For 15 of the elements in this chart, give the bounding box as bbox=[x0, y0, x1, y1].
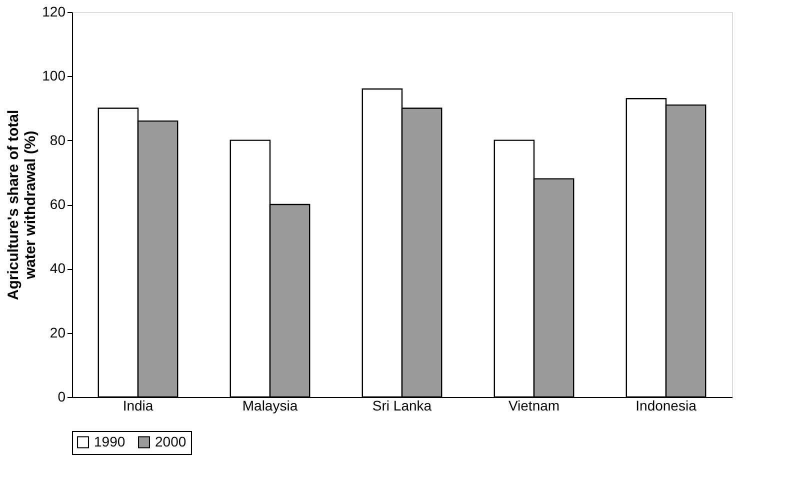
y-axis-title: Agriculture's share of total water withdrawal (%) bbox=[5, 110, 40, 300]
x-tick-label: India bbox=[122, 398, 154, 414]
y-tick-label: 0 bbox=[58, 388, 66, 404]
y-tick-label: 20 bbox=[50, 324, 66, 340]
x-tick-label: Malaysia bbox=[242, 398, 298, 414]
y-tick-label: 100 bbox=[42, 68, 66, 84]
legend-label: 2000 bbox=[155, 433, 186, 450]
x-tick-label: Indonesia bbox=[636, 398, 697, 414]
y-tick-label: 120 bbox=[42, 4, 66, 20]
x-tick-label: Vietnam bbox=[508, 398, 560, 414]
y-tick-label: 60 bbox=[50, 196, 66, 212]
legend-label: 1990 bbox=[94, 433, 126, 450]
y-tick-label: 80 bbox=[50, 132, 66, 148]
x-tick-label: Sri Lanka bbox=[372, 398, 432, 414]
y-tick-label: 40 bbox=[50, 260, 66, 276]
